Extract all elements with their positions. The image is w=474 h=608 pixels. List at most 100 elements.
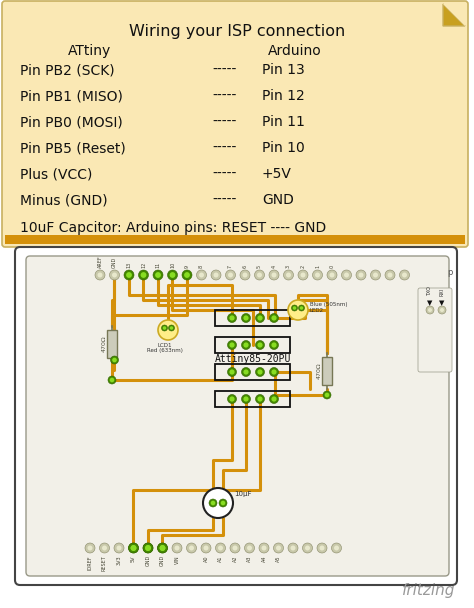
Circle shape: [102, 545, 107, 550]
Circle shape: [317, 543, 327, 553]
Circle shape: [189, 545, 194, 550]
Circle shape: [233, 545, 237, 550]
Text: -----: -----: [212, 167, 237, 181]
Circle shape: [109, 270, 119, 280]
Circle shape: [240, 270, 250, 280]
Circle shape: [315, 272, 320, 277]
Circle shape: [112, 358, 117, 362]
Circle shape: [199, 272, 204, 277]
Circle shape: [298, 270, 308, 280]
Circle shape: [170, 326, 173, 330]
Circle shape: [272, 316, 277, 320]
Circle shape: [219, 499, 227, 507]
Text: GND: GND: [262, 193, 294, 207]
Polygon shape: [443, 4, 465, 26]
Text: GND: GND: [112, 257, 117, 268]
Text: 13: 13: [127, 262, 131, 268]
Circle shape: [293, 306, 296, 309]
Circle shape: [331, 543, 341, 553]
Circle shape: [300, 306, 303, 309]
Circle shape: [299, 305, 304, 311]
Text: 7: 7: [228, 265, 233, 268]
Circle shape: [440, 308, 444, 312]
Circle shape: [203, 545, 209, 550]
Text: -----: -----: [212, 193, 237, 207]
Circle shape: [371, 270, 381, 280]
Circle shape: [400, 270, 410, 280]
Text: Blue (505nm): Blue (505nm): [310, 302, 347, 307]
Circle shape: [210, 500, 215, 505]
FancyBboxPatch shape: [2, 1, 468, 247]
Circle shape: [117, 545, 121, 550]
Circle shape: [243, 316, 248, 320]
Circle shape: [143, 543, 153, 553]
Circle shape: [243, 342, 248, 348]
Circle shape: [143, 543, 153, 553]
Circle shape: [128, 543, 138, 553]
Circle shape: [112, 272, 117, 277]
Text: 5: 5: [257, 265, 262, 268]
Circle shape: [186, 543, 197, 553]
Circle shape: [241, 367, 250, 376]
Circle shape: [100, 543, 109, 553]
Text: 6: 6: [243, 265, 247, 268]
Circle shape: [98, 272, 102, 277]
Circle shape: [291, 545, 295, 550]
Text: 9: 9: [184, 265, 190, 268]
Circle shape: [270, 395, 279, 404]
Text: ATtiny: ATtiny: [68, 44, 111, 58]
Text: Attiny85-20PU: Attiny85-20PU: [215, 353, 291, 364]
Text: RESET: RESET: [102, 555, 107, 571]
Circle shape: [128, 543, 138, 553]
Circle shape: [174, 545, 180, 550]
Circle shape: [243, 396, 248, 402]
Circle shape: [255, 340, 264, 350]
Circle shape: [319, 545, 325, 550]
Text: 10: 10: [170, 262, 175, 268]
Circle shape: [167, 270, 177, 280]
Bar: [215, 337, 290, 353]
Circle shape: [344, 272, 349, 277]
Text: Arduino: Arduino: [268, 44, 322, 58]
Circle shape: [283, 270, 293, 280]
Bar: [215, 391, 290, 407]
Text: 470Ω: 470Ω: [101, 336, 107, 352]
Circle shape: [247, 545, 252, 550]
Bar: [107, 330, 117, 358]
Text: A5: A5: [276, 555, 281, 562]
Bar: [5, 235, 465, 244]
Circle shape: [323, 391, 331, 399]
Text: A4: A4: [262, 555, 266, 562]
Circle shape: [426, 306, 434, 314]
Text: GND: GND: [160, 555, 165, 566]
Circle shape: [325, 393, 329, 397]
Text: Pin 13: Pin 13: [262, 63, 305, 77]
Circle shape: [172, 543, 182, 553]
Circle shape: [243, 272, 247, 277]
Circle shape: [124, 270, 134, 280]
Text: 10μF: 10μF: [234, 491, 252, 497]
Circle shape: [110, 356, 118, 364]
Circle shape: [216, 543, 226, 553]
Circle shape: [302, 543, 312, 553]
Circle shape: [286, 272, 291, 277]
Text: 0: 0: [329, 265, 335, 268]
Circle shape: [145, 545, 151, 551]
Text: ▼: ▼: [428, 300, 433, 306]
Circle shape: [257, 342, 263, 348]
Circle shape: [272, 396, 277, 402]
Circle shape: [241, 314, 250, 322]
Text: p: p: [447, 268, 453, 277]
Text: IOREF: IOREF: [88, 555, 92, 570]
Circle shape: [243, 370, 248, 375]
Text: 2: 2: [301, 265, 306, 268]
Text: Plus (VCC): Plus (VCC): [20, 167, 92, 181]
FancyBboxPatch shape: [418, 288, 452, 372]
Circle shape: [131, 545, 137, 551]
Text: TXO: TXO: [428, 286, 432, 296]
Text: A1: A1: [218, 555, 223, 562]
Text: Minus (GND): Minus (GND): [20, 193, 108, 207]
Circle shape: [157, 543, 167, 553]
Text: +5V: +5V: [262, 167, 292, 181]
Circle shape: [272, 342, 277, 348]
